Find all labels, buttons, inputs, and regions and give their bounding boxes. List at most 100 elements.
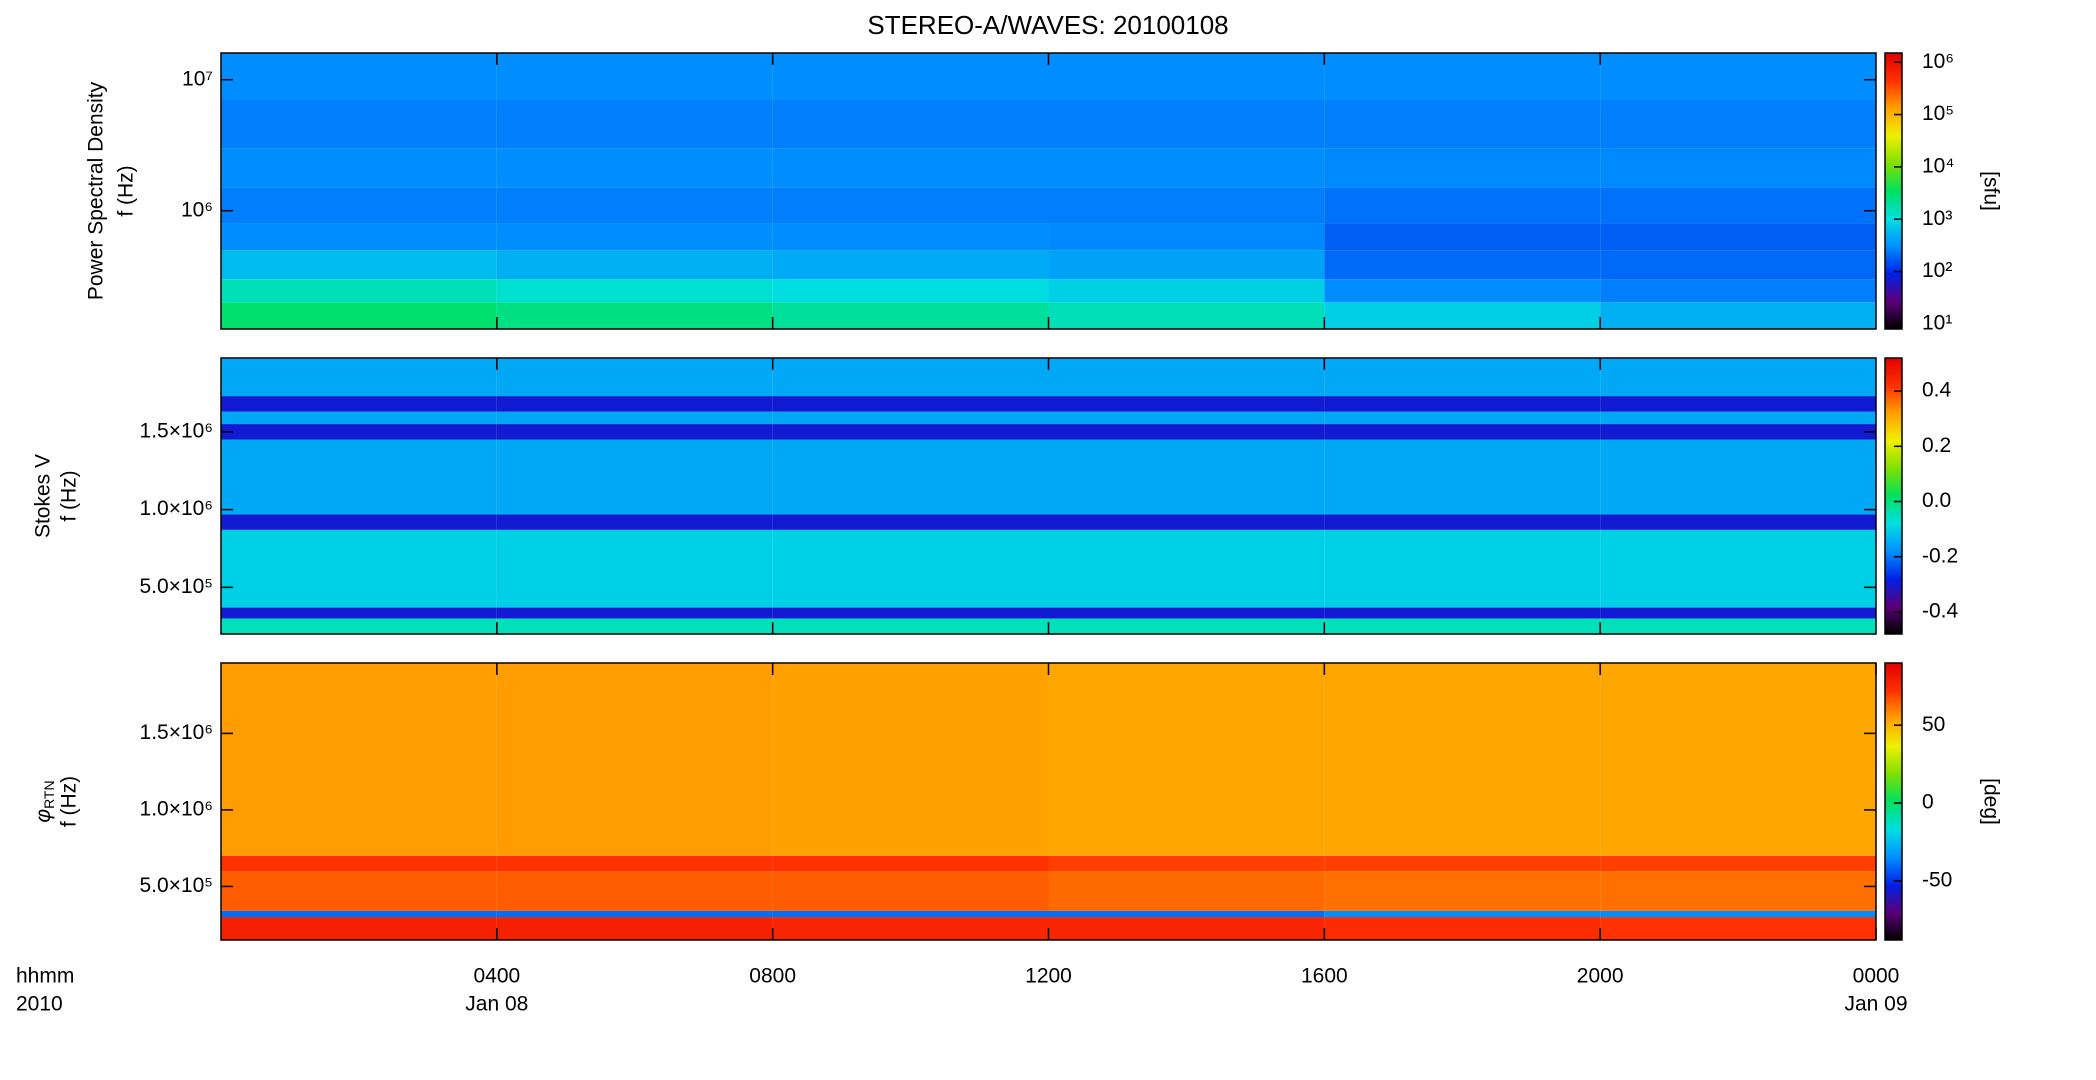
heatmap-cell — [1600, 53, 1876, 101]
heatmap-cell — [221, 607, 497, 619]
heatmap-cell — [1048, 917, 1325, 940]
heatmap-cell — [1600, 250, 1876, 280]
heatmap-cell — [1600, 396, 1876, 412]
heatmap-cell — [772, 663, 1049, 856]
x-unit-label: 2010 — [16, 993, 63, 1016]
heatmap-cell — [496, 529, 773, 608]
heatmap-cell — [221, 871, 497, 911]
heatmap-cell — [1048, 279, 1325, 303]
y-tick-label: 5.0×10⁵ — [139, 575, 213, 598]
heatmap-cell — [496, 302, 773, 329]
colorbar-label: [deg] — [1979, 778, 2002, 825]
y-tick-label: 5.0×10⁵ — [139, 874, 213, 897]
colorbar-tick-label: 0.2 — [1922, 434, 1951, 457]
heatmap-cell — [221, 411, 497, 425]
heatmap-cell — [221, 424, 497, 440]
heatmap-cell — [1324, 663, 1601, 856]
heatmap-cell — [221, 100, 497, 149]
heatmap-cell — [772, 910, 1049, 918]
heatmap-cell — [1600, 529, 1876, 608]
colorbar — [1884, 662, 1903, 941]
heatmap-cell — [1600, 607, 1876, 619]
heatmap-cell — [1048, 607, 1325, 619]
x-tick-label: 1200 — [1025, 965, 1072, 988]
heatmap-cell — [496, 250, 773, 280]
x-tick-label: 0000 — [1853, 965, 1900, 988]
heatmap-cell — [496, 396, 773, 412]
heatmap-cell — [772, 529, 1049, 608]
y-label-subscript: RTN — [41, 780, 57, 809]
colorbar-tick-label: 0.4 — [1922, 379, 1952, 402]
heatmap-cell — [772, 358, 1049, 397]
heatmap-cell — [772, 279, 1049, 303]
x-unit-label: hhmm — [16, 965, 74, 988]
colorbar-tick-label: 10⁶ — [1922, 50, 1954, 73]
heatmap-cell — [1324, 187, 1601, 224]
colorbar-tick-label: -0.2 — [1922, 544, 1958, 567]
colorbar — [1884, 52, 1903, 330]
heatmap-cell — [1600, 663, 1876, 856]
heatmap-cell — [1048, 411, 1325, 425]
y-label-symbol: φ — [32, 809, 55, 823]
heatmap-cell — [1324, 871, 1601, 911]
heatmap-cell — [496, 424, 773, 440]
heatmap-cell — [772, 514, 1049, 530]
heatmap-cell — [1048, 250, 1325, 280]
heatmap-cell — [496, 910, 773, 918]
heatmap-cell — [1600, 223, 1876, 251]
heatmap-cell — [1600, 871, 1876, 911]
heatmap-cell — [1324, 250, 1601, 280]
heatmap-cell — [496, 855, 773, 872]
heatmap-cell — [1048, 618, 1325, 634]
heatmap-cell — [1324, 100, 1601, 149]
heatmap-cell — [772, 871, 1049, 911]
heatmap-cell — [1048, 514, 1325, 530]
x-date-label: Jan 09 — [1844, 993, 1907, 1016]
heatmap-cell — [1324, 302, 1601, 329]
heatmap-cell — [1600, 917, 1876, 940]
heatmap-cell — [1048, 302, 1325, 329]
colorbar-tick-label: 10² — [1922, 259, 1952, 282]
heatmap-cell — [221, 279, 497, 303]
heatmap-cell — [1600, 618, 1876, 634]
colorbar-tick-label: 10³ — [1922, 207, 1952, 230]
colorbar-tick-label: 50 — [1922, 713, 1945, 736]
heatmap-cell — [772, 187, 1049, 224]
y-tick-label: 1.5×10⁶ — [140, 419, 213, 442]
colorbar-tick-label: 10¹ — [1922, 311, 1952, 334]
heatmap-cell — [772, 250, 1049, 280]
heatmap-cell — [496, 618, 773, 634]
heatmap-cell — [1048, 187, 1325, 224]
heatmap-cell — [1048, 396, 1325, 412]
heatmap-cell — [1048, 148, 1325, 188]
heatmap-cell — [496, 223, 773, 251]
heatmap-cell — [1324, 855, 1601, 872]
heatmap-cell — [1600, 424, 1876, 440]
heatmap-cell — [1600, 910, 1876, 918]
heatmap-cell — [221, 302, 497, 329]
heatmap-cell — [221, 187, 497, 224]
colorbar-tick-label: 10⁵ — [1922, 102, 1954, 125]
heatmap-cell — [772, 439, 1049, 515]
heatmap-cell — [772, 148, 1049, 188]
heatmap-cell — [1600, 187, 1876, 224]
heatmap-cell — [772, 53, 1049, 101]
heatmap-cell — [772, 396, 1049, 412]
heatmap-cell — [1048, 223, 1325, 251]
heatmap-cell — [496, 917, 773, 940]
x-date-label: Jan 08 — [465, 993, 528, 1016]
heatmap-cell — [1048, 100, 1325, 149]
heatmap-cell — [1048, 439, 1325, 515]
heatmap-cell — [772, 855, 1049, 872]
heatmap-cell — [496, 607, 773, 619]
heatmap-cell — [1600, 148, 1876, 188]
heatmap-cell — [1324, 358, 1601, 397]
y-axis-label: Stokes V — [32, 454, 55, 538]
heatmap-cell — [1324, 53, 1601, 101]
heatmap-cell — [496, 100, 773, 149]
heatmap-cell — [496, 53, 773, 101]
y-tick-label: 10⁷ — [182, 67, 213, 90]
heatmap-cell — [1048, 424, 1325, 440]
colorbar — [1884, 357, 1903, 635]
